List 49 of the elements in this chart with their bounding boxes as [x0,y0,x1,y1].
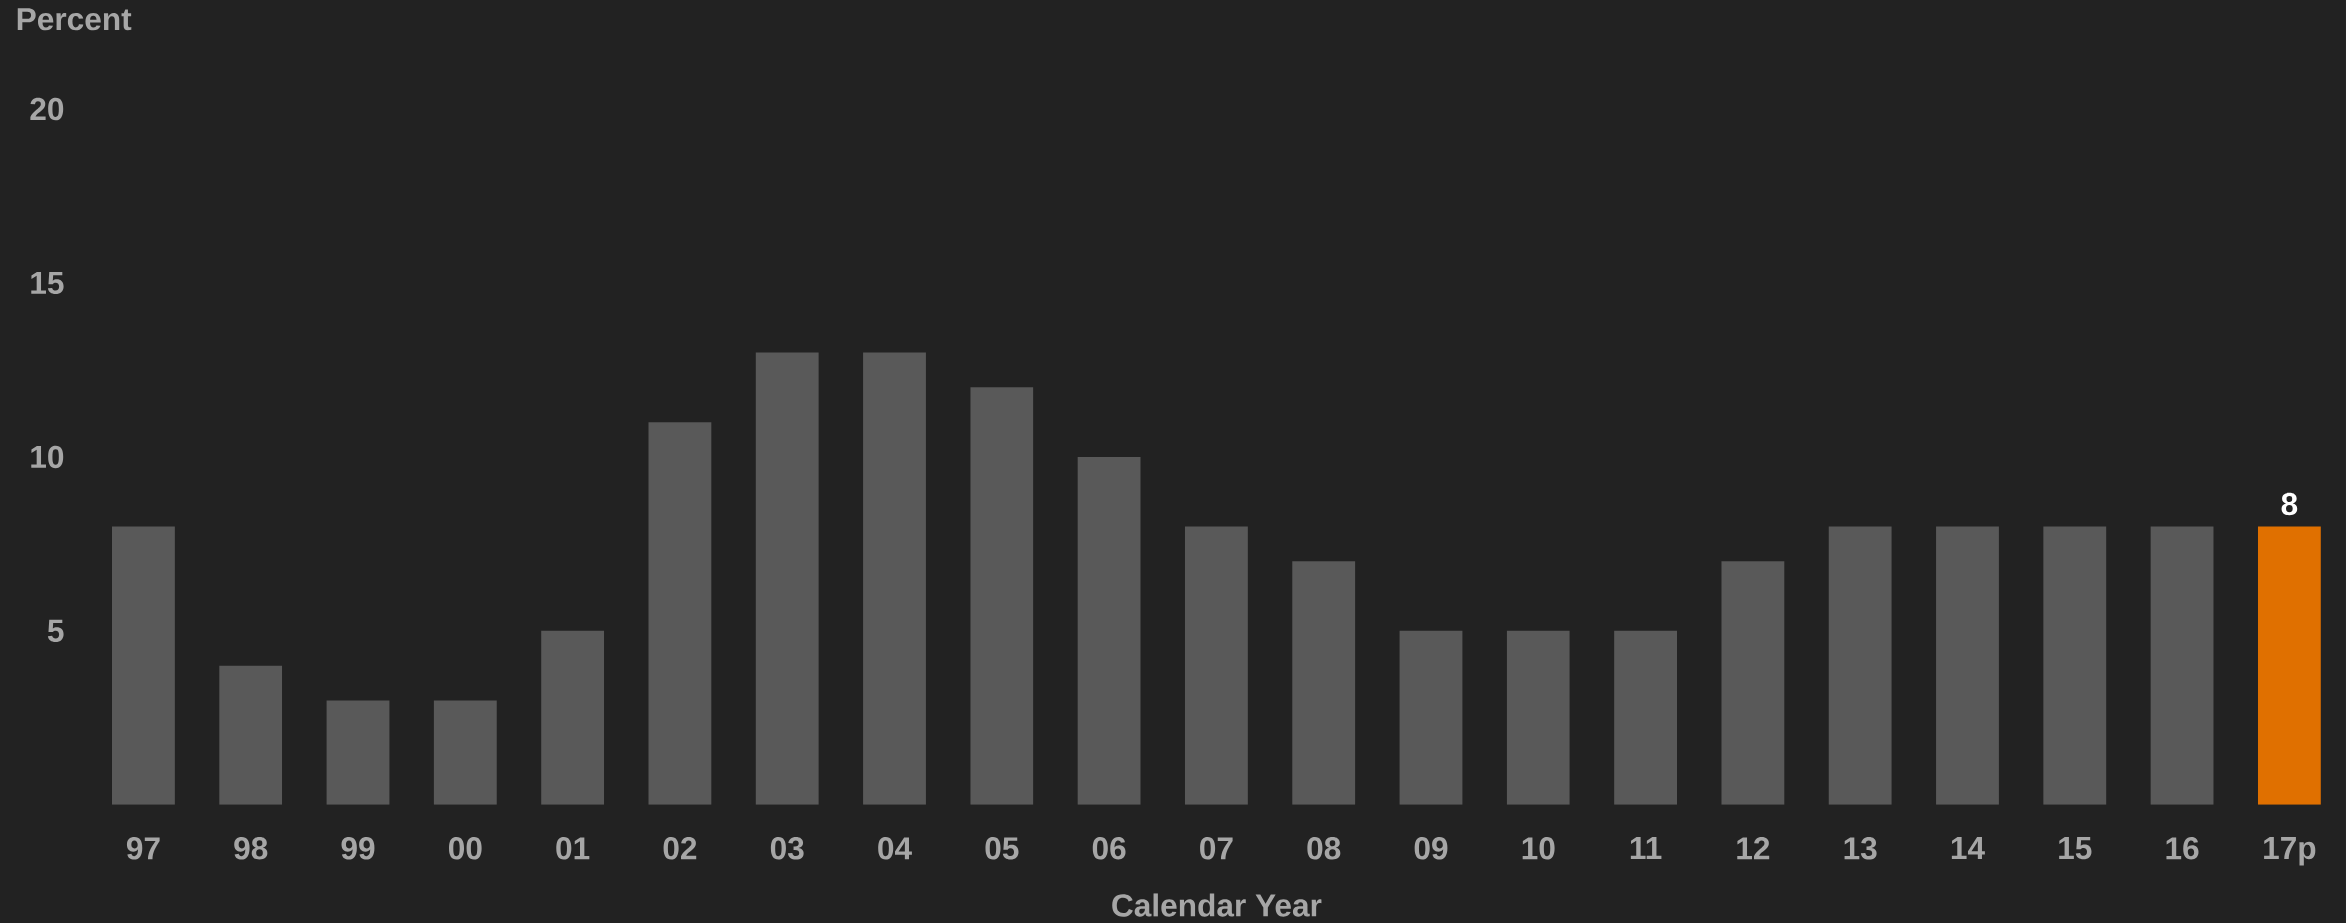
x-tick-label: 11 [1630,837,1662,859]
x-tick-label: 97 [126,837,160,860]
bar [970,387,1034,805]
x-tick-label: 15 [2059,837,2092,860]
x-tick-label: 14 [1951,837,1985,859]
bar [1936,526,1999,805]
x-tick-label: 17p [2264,837,2316,866]
bar [1292,561,1356,805]
x-axis-title: Calendar Year [1112,893,1322,917]
x-tick-label: 04 [878,837,912,860]
bar [1184,526,1248,805]
x-tick-label: 05 [985,837,1019,860]
bar [1506,630,1570,805]
x-tick-label: 99 [341,837,375,860]
bar [1399,630,1463,805]
x-tick-label: 16 [2166,837,2199,860]
x-tick-label: 03 [770,837,804,860]
x-tick-label: 08 [1307,837,1341,860]
bar [2150,526,2214,805]
x-tick-label: 01 [556,837,590,860]
bar [2043,526,2107,805]
bar [219,665,283,805]
x-tick-label: 07 [1200,837,1233,860]
y-tick-label: 5 [47,619,64,642]
bar [541,630,605,805]
x-tick-label: 02 [663,837,697,860]
bar [863,352,926,805]
bar [112,526,175,805]
bar [2257,526,2321,805]
x-tick-label: 98 [234,837,268,860]
y-tick-label: 10 [31,445,64,469]
x-tick-label: 09 [1414,837,1448,860]
x-tick-label: 13 [1844,837,1877,860]
x-tick-label: 10 [1522,837,1555,860]
y-axis-title: Percent [17,8,132,31]
bar [1077,456,1141,805]
y-tick-label: 20 [30,97,64,121]
bar [1721,561,1785,805]
bar [1828,526,1892,805]
bar [755,352,819,805]
bar [326,700,390,805]
x-tick-label: 06 [1092,837,1126,860]
data-label: 8 [2281,492,2298,516]
x-tick-label: 00 [448,837,482,860]
bar [648,422,712,805]
bar [1614,630,1678,805]
x-tick-label: 12 [1737,837,1770,860]
y-tick-label: 15 [31,271,64,295]
bar [433,700,497,805]
